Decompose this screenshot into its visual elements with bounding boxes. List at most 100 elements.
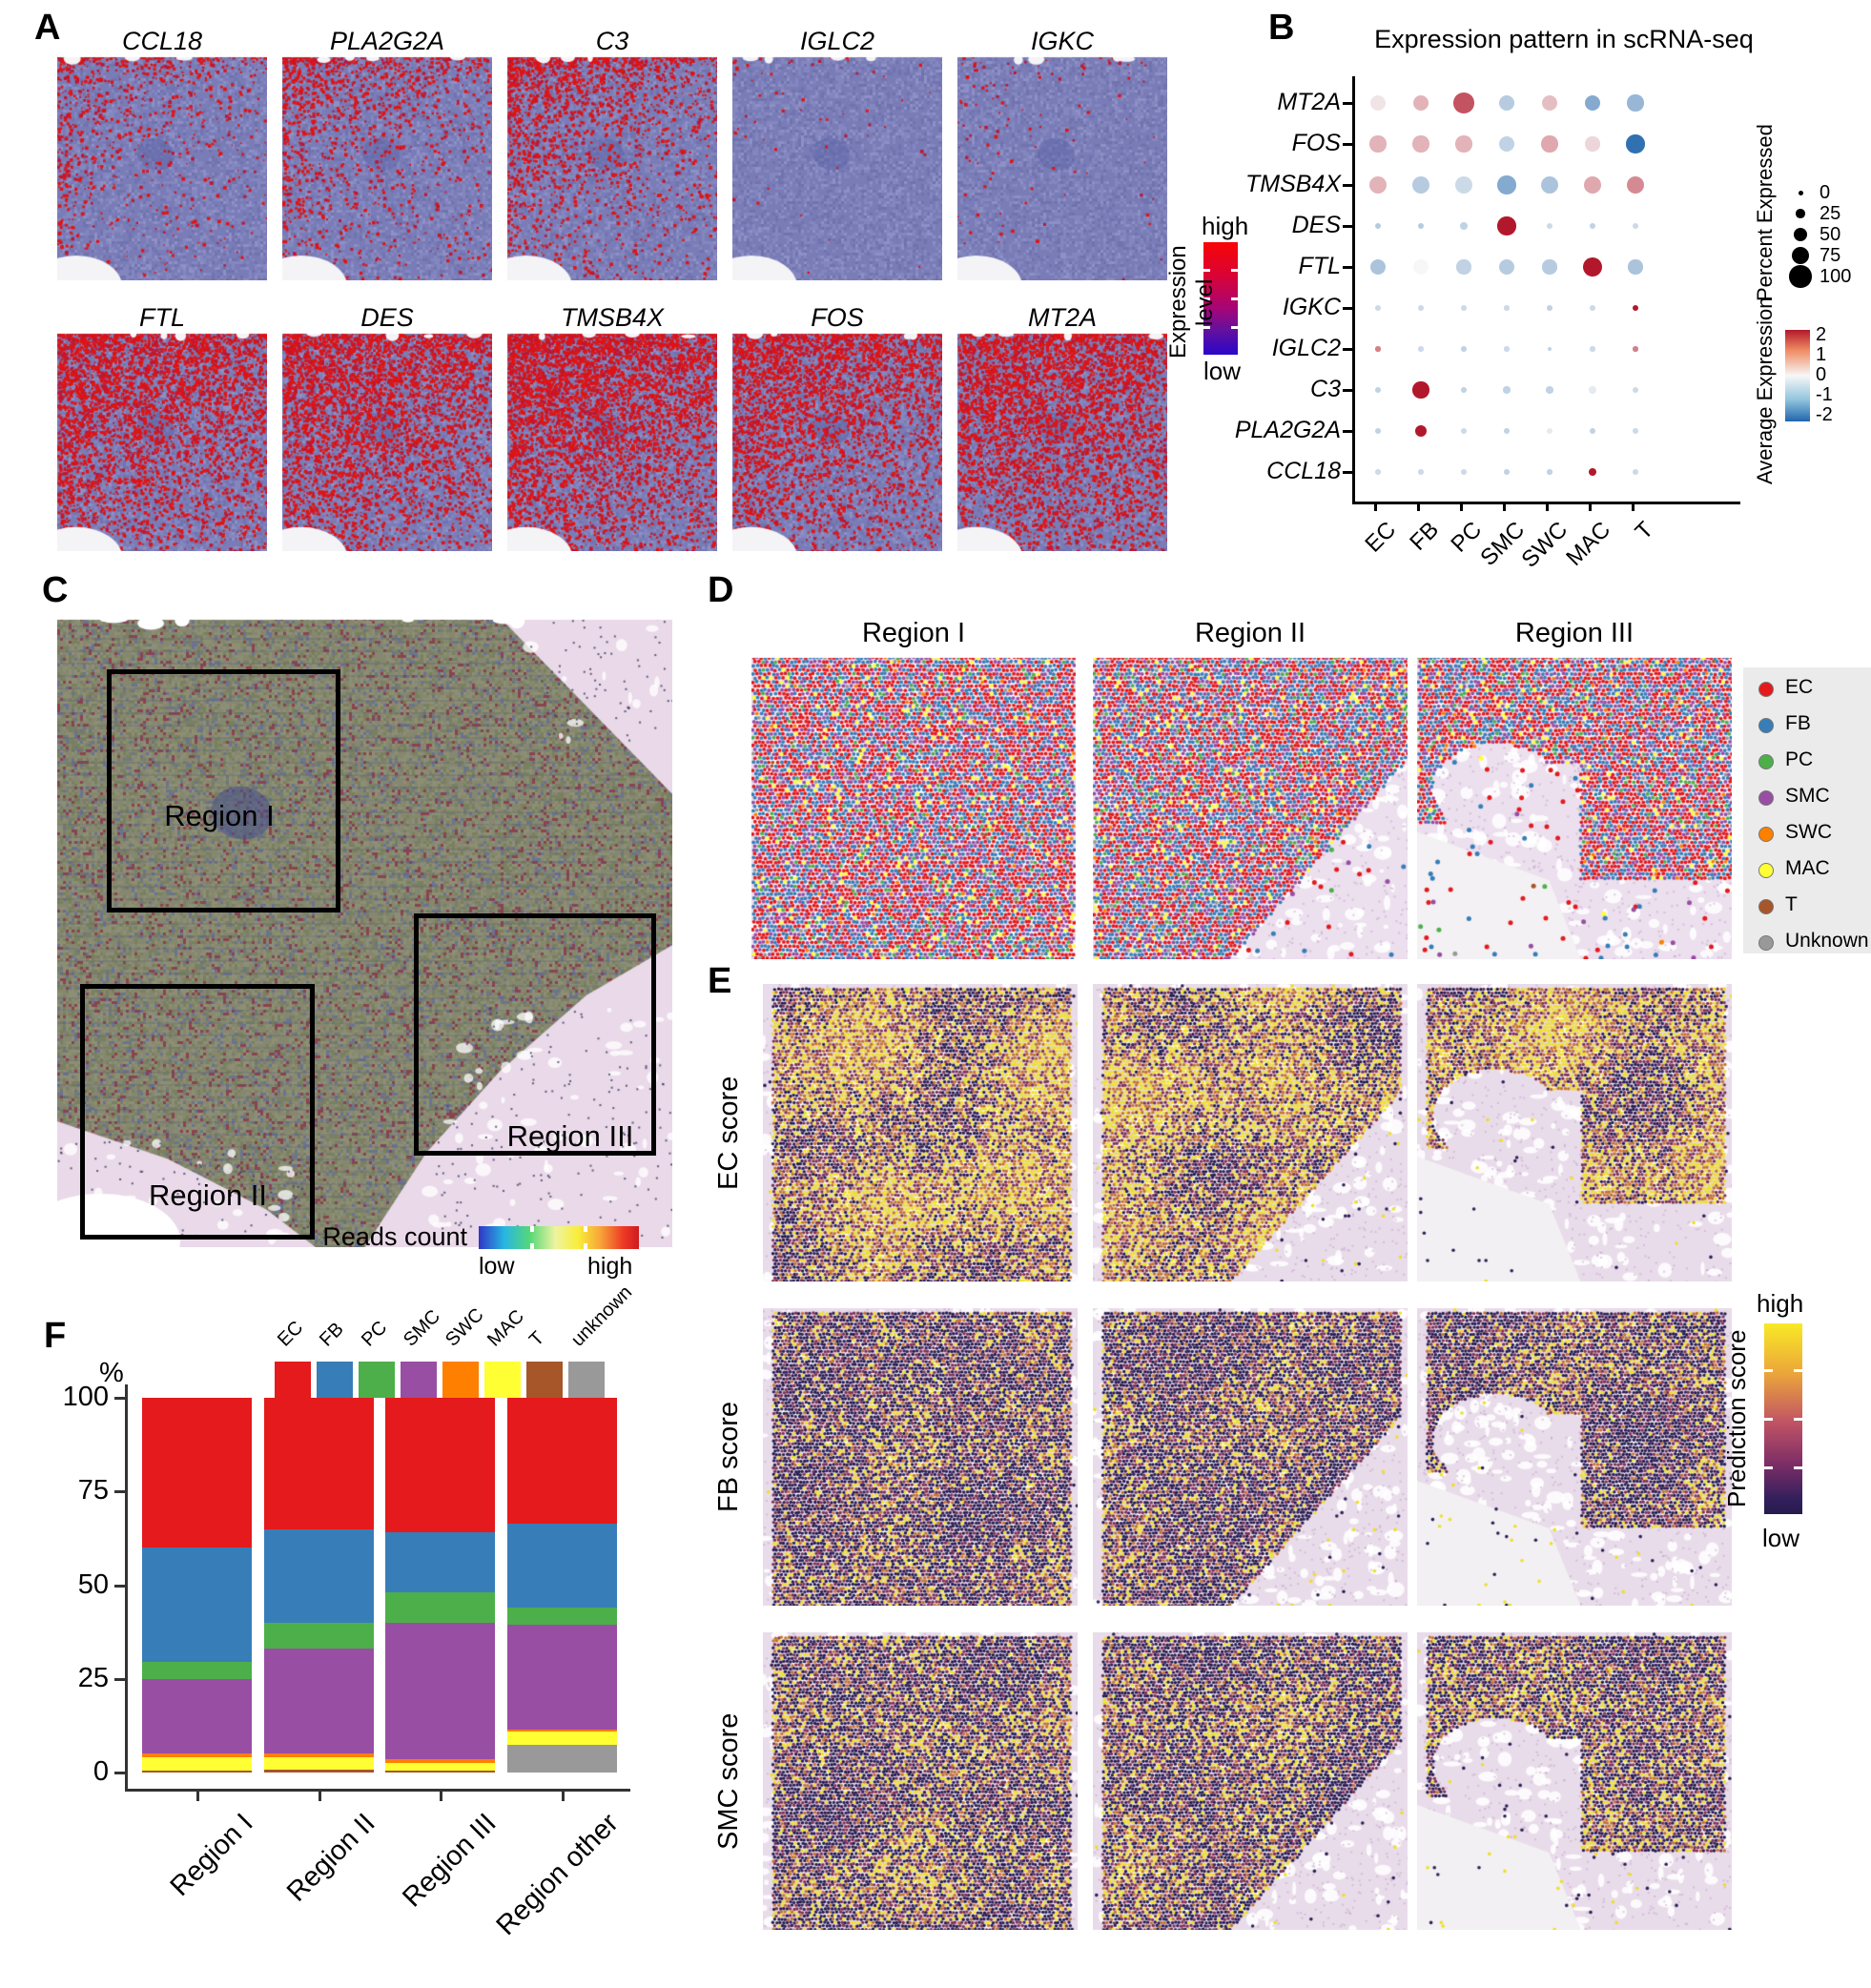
bar-segment-SWC bbox=[385, 1759, 495, 1764]
f-legend-label: SWC bbox=[442, 1304, 488, 1351]
dotplot-dot bbox=[1369, 258, 1387, 276]
panel-b-title: Expression pattern in scRNA-seq bbox=[1374, 25, 1754, 53]
bar-segment-MAC bbox=[507, 1731, 617, 1745]
dotplot-dot bbox=[1583, 175, 1602, 195]
bar-segment-FB bbox=[507, 1523, 617, 1609]
bar-segment-T bbox=[142, 1771, 252, 1773]
f-ytick-label: 100 bbox=[62, 1382, 109, 1412]
panel-c-label: C bbox=[42, 570, 69, 610]
f-ytick-label: 50 bbox=[77, 1568, 109, 1600]
gene-title: CCL18 bbox=[121, 27, 203, 55]
dotplot-dot bbox=[1588, 467, 1597, 477]
dotplot-dot bbox=[1456, 259, 1471, 275]
dotplot-dot bbox=[1368, 175, 1388, 195]
reads-count-high-label: high bbox=[587, 1253, 633, 1280]
f-xtick-mark bbox=[561, 1792, 565, 1801]
gene-title: DES bbox=[360, 303, 414, 332]
dotplot-dot bbox=[1417, 222, 1425, 230]
dotplot-dot bbox=[1412, 258, 1429, 276]
y-tick-mark bbox=[1343, 348, 1352, 351]
bar-segment-SWC bbox=[142, 1753, 252, 1758]
dotplot-dot bbox=[1633, 346, 1638, 352]
f-category-label: Region III bbox=[396, 1808, 503, 1914]
dotplot-dot bbox=[1504, 469, 1510, 475]
gene-title: TMSB4X bbox=[560, 303, 665, 332]
y-tick-mark bbox=[1343, 471, 1352, 474]
bar-segment-SMC bbox=[264, 1649, 374, 1754]
dotplot-dot bbox=[1375, 305, 1381, 311]
dotplot-dot bbox=[1585, 136, 1600, 152]
legend-dot-SMC bbox=[1758, 790, 1774, 806]
dotplot-dot bbox=[1590, 346, 1595, 352]
dotplot-dot bbox=[1418, 305, 1424, 311]
f-ytick-mark bbox=[114, 1490, 127, 1494]
bar-segment-FB bbox=[385, 1532, 495, 1593]
f-ytick-label: 75 bbox=[77, 1475, 109, 1506]
prediction-map-FB-col3 bbox=[1417, 1308, 1732, 1606]
legend-label: Unknown bbox=[1785, 930, 1869, 952]
bar-segment-PC bbox=[142, 1662, 252, 1679]
bar-segment-EC bbox=[264, 1398, 374, 1529]
dotplot-gene-label: C3 bbox=[1310, 376, 1341, 402]
y-tick-mark bbox=[1343, 430, 1352, 433]
spatial-expression-map-C3 bbox=[507, 55, 717, 280]
f-ytick-label: 0 bbox=[93, 1756, 109, 1787]
gene-title: IGLC2 bbox=[799, 27, 875, 55]
size-legend-value: 0 bbox=[1820, 182, 1831, 203]
f-legend-label: unknown bbox=[567, 1281, 637, 1351]
spatial-expression-map-TMSB4X bbox=[507, 332, 717, 551]
y-tick-mark bbox=[1343, 184, 1352, 187]
dotplot-celltype-label: SWC bbox=[1516, 517, 1573, 573]
x-tick-mark bbox=[1632, 502, 1635, 511]
dotplot-dot bbox=[1632, 386, 1639, 394]
expression-colorbar bbox=[1203, 242, 1238, 355]
dotplot-dot bbox=[1504, 346, 1510, 352]
gene-title: IGKC bbox=[1030, 27, 1094, 55]
dotplot-dot bbox=[1412, 381, 1429, 399]
panel-b-label: B bbox=[1268, 8, 1295, 48]
bar-segment-PC bbox=[385, 1592, 495, 1623]
celltype-map-Region-II bbox=[1093, 656, 1408, 959]
y-tick-mark bbox=[1343, 225, 1352, 228]
f-yaxis-unit-label: % bbox=[99, 1358, 124, 1388]
size-legend-dot bbox=[1793, 227, 1808, 242]
size-legend-dot bbox=[1791, 246, 1810, 265]
dotplot-dot bbox=[1590, 305, 1595, 311]
dotplot-gene-label: TMSB4X bbox=[1244, 171, 1341, 197]
f-x-axis bbox=[125, 1789, 630, 1792]
avg-legend-value: -2 bbox=[1816, 404, 1833, 425]
size-legend-value: 50 bbox=[1820, 224, 1841, 245]
expression-colorbar-high-label: high bbox=[1202, 212, 1249, 240]
bar-segment-SMC bbox=[385, 1622, 495, 1760]
legend-dot-EC bbox=[1758, 682, 1774, 697]
legend-label: SWC bbox=[1785, 821, 1832, 843]
gene-title: PLA2G2A bbox=[329, 27, 445, 55]
prediction-map-SMC-col2 bbox=[1093, 1632, 1408, 1930]
f-legend-label: SMC bbox=[400, 1305, 445, 1351]
bar-segment-EC bbox=[385, 1398, 495, 1533]
f-legend-label: T bbox=[525, 1327, 549, 1351]
spatial-expression-map-IGLC2 bbox=[732, 55, 942, 280]
dotplot-dot bbox=[1632, 222, 1639, 230]
dotplot-dot bbox=[1584, 94, 1601, 112]
dotplot-celltype-label: EC bbox=[1360, 517, 1402, 558]
dotplot-dot bbox=[1460, 222, 1468, 230]
dotplot-dot bbox=[1632, 304, 1639, 312]
avg-legend-value: -1 bbox=[1816, 384, 1833, 405]
prediction-score-colorbar bbox=[1764, 1323, 1802, 1514]
dotplot-dot bbox=[1412, 135, 1429, 153]
region-2-box bbox=[80, 984, 315, 1240]
dotplot-gene-label: PLA2G2A bbox=[1234, 417, 1341, 443]
dotplot-dot bbox=[1374, 222, 1382, 230]
bar-segment-FB bbox=[142, 1547, 252, 1663]
dotplot-dot bbox=[1582, 256, 1603, 277]
spatial-expression-map-CCL18 bbox=[57, 55, 267, 280]
spatial-expression-map-IGKC bbox=[957, 55, 1167, 280]
dotplot-dot bbox=[1627, 94, 1644, 112]
panel-d-region-title: Region II bbox=[1194, 618, 1306, 648]
gene-title: C3 bbox=[595, 27, 629, 55]
dotplot-dot bbox=[1633, 469, 1638, 475]
bar-segment-unknown bbox=[507, 1744, 617, 1773]
size-legend-dot bbox=[1796, 209, 1805, 218]
dotplot-dot bbox=[1369, 135, 1387, 153]
